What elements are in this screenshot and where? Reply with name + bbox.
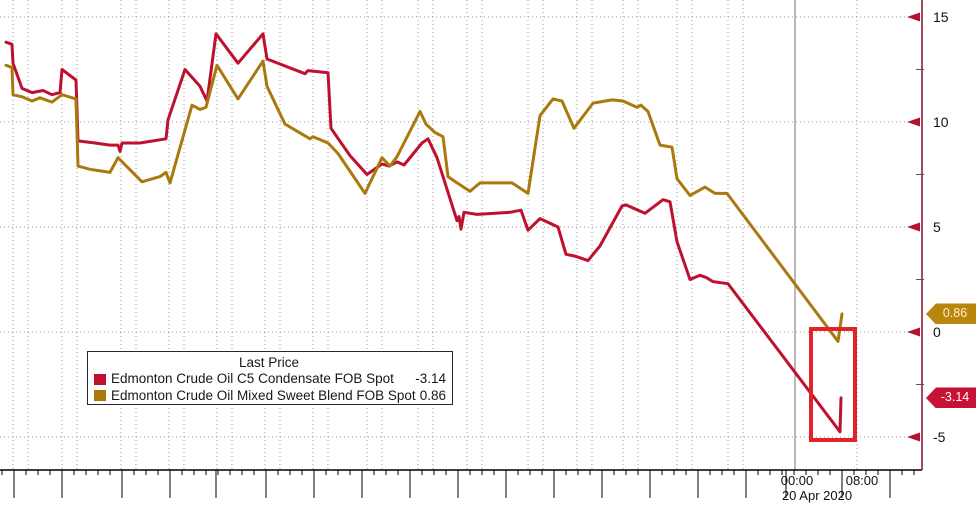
legend-item-value: 0.86 [419, 387, 446, 403]
x-axis-date-label: 20 Apr 2020 [781, 488, 853, 503]
highlight-box [809, 327, 857, 442]
y-axis-tick-arrow-icon [907, 117, 920, 127]
y-axis-tick-arrow-icon [907, 432, 920, 442]
y-axis-tick-arrow-icon [907, 12, 920, 22]
y-axis-tick-label: 10 [933, 114, 949, 130]
y-axis-tick-label: -5 [933, 429, 946, 445]
y-axis-tick-arrow-icon [907, 222, 920, 232]
series-line-c5-condensate [4, 32, 843, 434]
legend-item-value: -3.14 [415, 371, 446, 386]
y-axis-tick-arrow-icon [907, 327, 920, 337]
legend-title: Last Price [238, 355, 300, 370]
y-axis-tick-label: 15 [933, 9, 949, 25]
legend-item-label: Edmonton Crude Oil Mixed Sweet Blend FOB… [111, 387, 416, 403]
y-axis-tick-label: 5 [933, 219, 941, 235]
last-price-badge-c5: -3.14 [926, 387, 976, 409]
y-axis-tick-label: 0 [933, 324, 941, 340]
x-axis-time-label: 08:00 [845, 473, 879, 488]
legend: Last Price Edmonton Crude Oil C5 Condens… [87, 351, 453, 405]
legend-item-mixed-sweet[interactable]: Edmonton Crude Oil Mixed Sweet Blend FOB… [92, 388, 446, 405]
legend-item-c5-condensate[interactable]: Edmonton Crude Oil C5 Condensate FOB Spo… [92, 371, 446, 388]
series-line-mixed-sweet [4, 59, 844, 343]
series-swatch-c5-icon [94, 373, 106, 385]
legend-item-label: Edmonton Crude Oil C5 Condensate FOB Spo… [111, 371, 394, 386]
x-axis-time-label: 00:00 [780, 473, 814, 488]
last-price-badge-mixed-sweet: 0.86 [926, 303, 976, 325]
series-swatch-mixed-sweet-icon [94, 390, 106, 402]
